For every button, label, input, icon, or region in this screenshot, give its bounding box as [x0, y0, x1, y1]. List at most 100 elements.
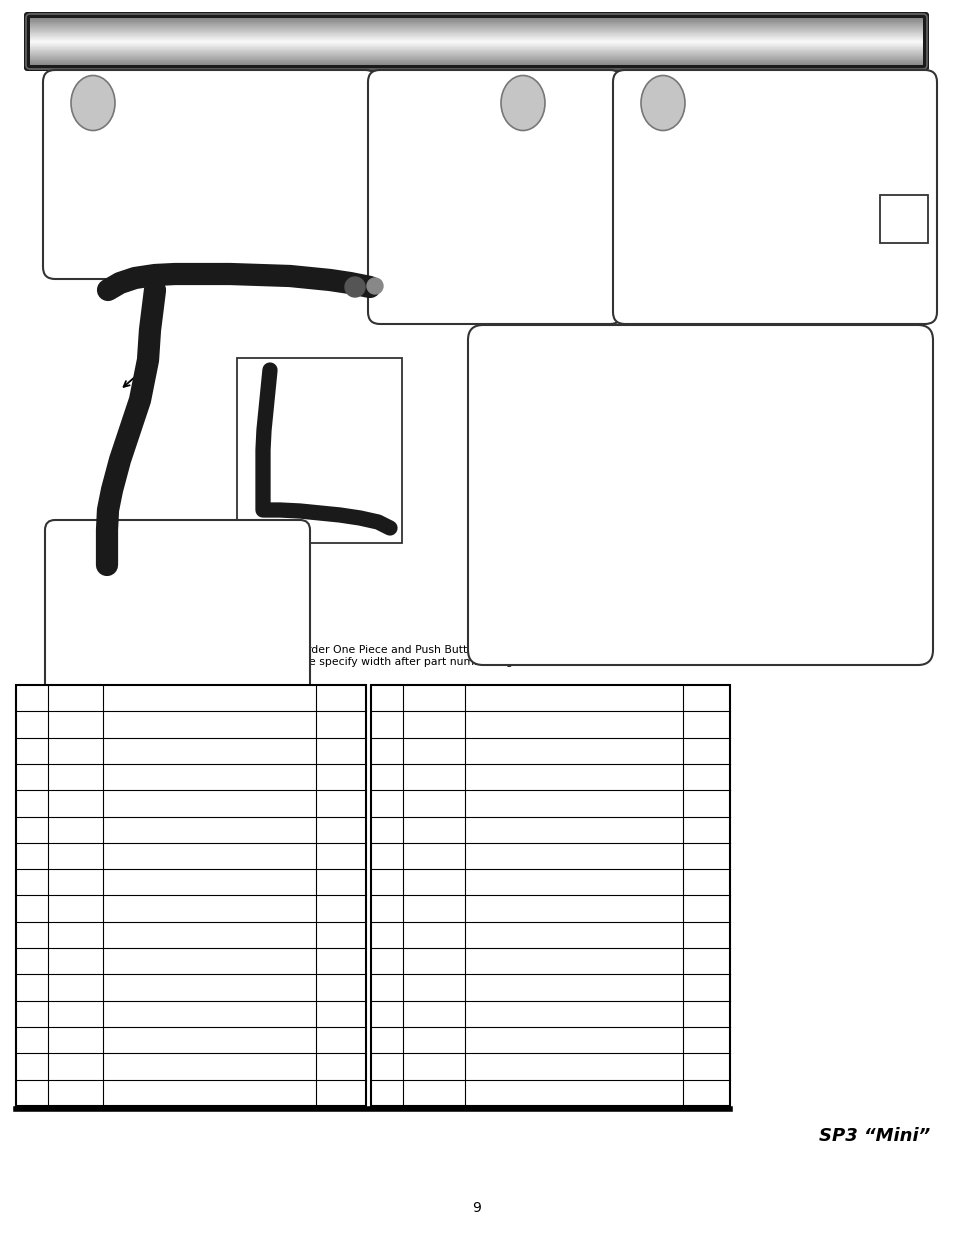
FancyBboxPatch shape — [43, 70, 376, 279]
Text: 16: 16 — [379, 851, 394, 861]
Text: 8: 8 — [29, 1035, 35, 1045]
Text: 13204: 13204 — [57, 825, 93, 835]
Text: 9073: 9073 — [419, 877, 448, 887]
Text: 9035: 9035 — [419, 851, 448, 861]
Text: 1 pr.: 1 pr. — [328, 772, 354, 782]
Text: 1 ea.: 1 ea. — [327, 1061, 355, 1071]
Text: 2004F: 2004F — [416, 983, 452, 993]
Ellipse shape — [500, 75, 544, 131]
Text: 9072: 9072 — [61, 1035, 90, 1045]
Text: 21: 21 — [379, 983, 394, 993]
Text: Washer—1/4" Flat: Washer—1/4" Flat — [107, 1061, 209, 1071]
Text: 1 ea.: 1 ea. — [692, 930, 720, 940]
Text: 2004D: 2004D — [56, 877, 94, 887]
Text: Back Cane Receiver & Hardware—Lt: Back Cane Receiver & Hardware—Lt — [469, 1035, 676, 1045]
Text: 1A: 1A — [25, 798, 39, 809]
Text: 10623: 10623 — [416, 904, 452, 914]
Bar — [879, 195, 927, 243]
Text: 1 ea.: 1 ea. — [692, 798, 720, 809]
Text: 1 ea.: 1 ea. — [327, 983, 355, 993]
Text: 4: 4 — [29, 930, 35, 940]
Text: Locknut—1/4" Thin Nylon: Locknut—1/4" Thin Nylon — [469, 877, 613, 887]
Text: 10612: 10612 — [57, 772, 93, 782]
Text: 5: 5 — [29, 956, 35, 966]
Bar — [16, 685, 366, 1105]
Text: 10625: 10625 — [416, 930, 452, 940]
Text: 1 ea.: 1 ea. — [692, 904, 720, 914]
Circle shape — [345, 277, 365, 296]
Text: 1: 1 — [29, 720, 35, 730]
Text: Back Cane—Short: Back Cane—Short — [107, 720, 210, 730]
Text: Screw—5/16 x 2 1/4" Hex Head: Screw—5/16 x 2 1/4" Hex Head — [107, 1088, 286, 1098]
Circle shape — [367, 278, 382, 294]
Text: 1" Saddle for 5/16" Screw: 1" Saddle for 5/16" Screw — [107, 956, 253, 966]
Ellipse shape — [71, 75, 115, 131]
Text: 9005: 9005 — [61, 956, 90, 966]
Text: Adapter Tube: Adapter Tube — [469, 825, 545, 835]
Text: 2004F-L: 2004F-L — [411, 1035, 456, 1045]
Bar — [371, 685, 729, 1105]
Text: 10622: 10622 — [416, 825, 452, 835]
Text: 1998: 1998 — [61, 904, 90, 914]
Text: 9081: 9081 — [61, 1088, 90, 1098]
Text: Back Cane Receiver Plate: Back Cane Receiver Plate — [107, 877, 253, 887]
Text: 1 pr.: 1 pr. — [328, 720, 354, 730]
Text: 10611: 10611 — [57, 746, 93, 756]
Text: 9005A: 9005A — [57, 983, 93, 993]
Text: 9: 9 — [29, 1061, 35, 1071]
Text: 1 ea.: 1 ea. — [692, 746, 720, 756]
Text: 1 ea.: 1 ea. — [692, 851, 720, 861]
Text: 13: 13 — [379, 772, 394, 782]
Text: 17: 17 — [379, 877, 394, 887]
Text: Nut—1/4" Nylon Lock: Nut—1/4" Nylon Lock — [107, 1035, 228, 1045]
Text: 2004F-R: 2004F-R — [410, 1009, 456, 1019]
Text: 10621: 10621 — [416, 798, 452, 809]
Text: 18: 18 — [379, 904, 394, 914]
Text: 1" Saddle for 1/4" Screw: 1" Saddle for 1/4" Screw — [107, 983, 246, 993]
Text: 10610: 10610 — [57, 720, 93, 730]
Text: 1 ea.: 1 ea. — [327, 904, 355, 914]
Text: Stem Bumper: Stem Bumper — [469, 956, 547, 966]
Text: 9000: 9000 — [61, 930, 90, 940]
Text: Foam Grip: Foam Grip — [107, 904, 166, 914]
Text: 1 ea.: 1 ea. — [692, 877, 720, 887]
Text: 10: 10 — [25, 1088, 39, 1098]
Text: 7: 7 — [29, 1009, 35, 1019]
Text: Back Cane—Tall, Ergo: Back Cane—Tall, Ergo — [107, 851, 231, 861]
Text: Push Button Angle Adj. Stroller: Push Button Angle Adj. Stroller — [469, 930, 643, 940]
FancyBboxPatch shape — [368, 70, 621, 324]
Text: Screw—1/4 x 1 1/2" Button Head: Screw—1/4 x 1 1/2" Button Head — [469, 851, 657, 861]
Text: 12: 12 — [379, 746, 394, 756]
Text: 1 pr.: 1 pr. — [328, 825, 354, 835]
Text: 1 ea.: 1 ea. — [327, 877, 355, 887]
Text: Screw—1/4 x 2 1/4" Hex Head: Screw—1/4 x 2 1/4" Hex Head — [107, 1009, 278, 1019]
Text: 1 pr.: 1 pr. — [693, 772, 719, 782]
Text: 1" Tube End Plug: 1" Tube End Plug — [107, 930, 204, 940]
Text: 9074: 9074 — [61, 1061, 90, 1071]
Text: 9090: 9090 — [419, 746, 448, 756]
Text: Nut—5/16" Nylon Lock: Nut—5/16" Nylon Lock — [469, 720, 597, 730]
Text: 1 ea.: 1 ea. — [327, 1088, 355, 1098]
Text: 9: 9 — [472, 1200, 481, 1215]
Text: 1 pr.: 1 pr. — [693, 983, 719, 993]
Text: Back Cane—Tall: Back Cane—Tall — [107, 772, 197, 782]
Text: 9088: 9088 — [419, 720, 448, 730]
Ellipse shape — [640, 75, 684, 131]
Text: 20: 20 — [379, 956, 394, 966]
Text: 9024: 9024 — [61, 1009, 90, 1019]
Text: 1 pr.: 1 pr. — [328, 746, 354, 756]
Text: 1 ea.: 1 ea. — [327, 930, 355, 940]
Text: 15: 15 — [379, 825, 394, 835]
Text: 14: 14 — [379, 798, 394, 809]
Text: Back Cane—Short, Ergo: Back Cane—Short, Ergo — [107, 798, 243, 809]
Text: 5023: 5023 — [419, 956, 448, 966]
Text: Stroller Handle: Stroller Handle — [469, 798, 554, 809]
FancyBboxPatch shape — [613, 70, 936, 324]
Text: Back Cane Receiver & Hardware—Rt: Back Cane Receiver & Hardware—Rt — [469, 1009, 678, 1019]
Text: 1 ea.: 1 ea. — [692, 1009, 720, 1019]
Text: 1 ea.: 1 ea. — [692, 956, 720, 966]
Bar — [236, 358, 401, 543]
Text: 13205: 13205 — [57, 851, 93, 861]
Text: Back Cane—Medium, Ergo: Back Cane—Medium, Ergo — [107, 825, 257, 835]
Text: Back Cane Receiver & Hardware: Back Cane Receiver & Hardware — [469, 983, 654, 993]
